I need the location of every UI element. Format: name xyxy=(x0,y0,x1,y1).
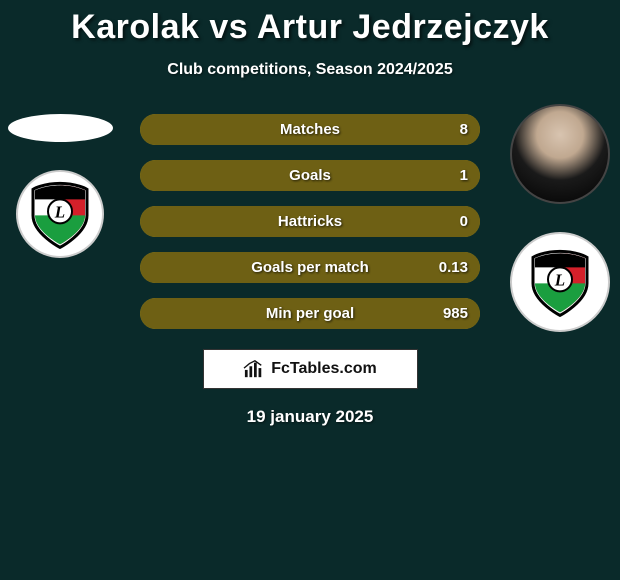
svg-text:L: L xyxy=(554,270,565,289)
stat-label: Min per goal xyxy=(266,305,354,322)
shield-icon: L xyxy=(29,181,91,249)
player-left-column: L xyxy=(0,109,120,258)
club-logo-right: L xyxy=(510,232,610,332)
stat-bars: Matches 8 Goals 1 Hattricks 0 Goals per match 0… xyxy=(140,109,480,329)
stat-value-right: 8 xyxy=(460,121,468,138)
stat-value-right: 0.13 xyxy=(439,259,468,276)
stat-bar: Goals 1 xyxy=(140,160,480,191)
stat-bar: Goals per match 0.13 xyxy=(140,252,480,283)
stat-value-right: 1 xyxy=(460,167,468,184)
stat-bar: Min per goal 985 xyxy=(140,298,480,329)
stat-bar: Hattricks 0 xyxy=(140,206,480,237)
stat-value-right: 0 xyxy=(460,213,468,230)
player-right-photo xyxy=(510,104,610,204)
logo-letter: L xyxy=(54,202,65,221)
subtitle: Club competitions, Season 2024/2025 xyxy=(0,61,620,79)
stats-zone: L L Matches 8 Goals 1 Hattricks 0 Goals per ma… xyxy=(0,109,620,329)
player-left-placeholder xyxy=(8,114,113,142)
date-text: 19 january 2025 xyxy=(0,407,620,427)
brand-box[interactable]: FcTables.com xyxy=(203,349,418,389)
stat-label: Goals xyxy=(289,167,331,184)
stat-label: Matches xyxy=(280,121,340,138)
stat-label: Goals per match xyxy=(251,259,369,276)
stat-bar: Matches 8 xyxy=(140,114,480,145)
stat-label: Hattricks xyxy=(278,213,342,230)
club-logo-left: L xyxy=(16,170,104,258)
player-right-column: L xyxy=(500,109,620,332)
page-title: Karolak vs Artur Jedrzejczyk xyxy=(0,0,620,47)
bar-chart-icon xyxy=(243,359,265,379)
brand-text: FcTables.com xyxy=(271,360,377,378)
stat-value-right: 985 xyxy=(443,305,468,322)
shield-icon: L xyxy=(529,249,591,317)
